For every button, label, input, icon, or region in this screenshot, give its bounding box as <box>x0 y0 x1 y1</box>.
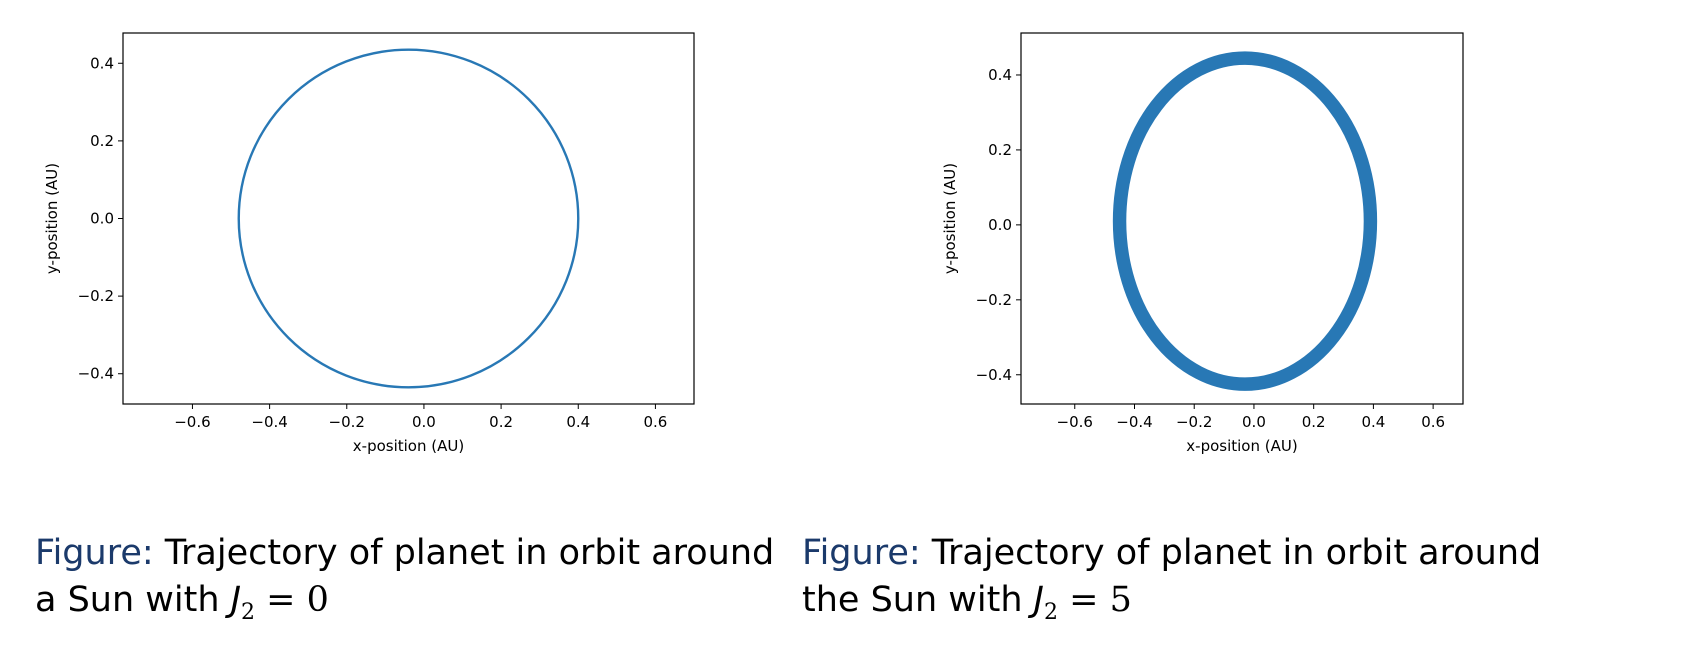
axes-frame <box>1020 32 1464 405</box>
y-tick-label: 0.2 <box>90 132 114 150</box>
y-tick-label: 0.4 <box>90 54 114 72</box>
y-tick-label: 0.0 <box>988 216 1012 234</box>
caption-text: Trajectory of planet in orbit around <box>164 533 775 573</box>
caption-left: Figure: Trajectory of planet in orbit ar… <box>35 530 825 636</box>
caption-right: Figure: Trajectory of planet in orbit ar… <box>802 530 1592 636</box>
y-axis-label: y-position (AU) <box>43 163 61 274</box>
math-equation: = 5 <box>1069 580 1132 620</box>
math-subscript: 2 <box>241 600 256 625</box>
x-tick-label: −0.4 <box>251 413 287 431</box>
orbit-trajectory <box>1112 51 1378 391</box>
math-symbol: J <box>1033 580 1044 620</box>
orbit-trajectory <box>237 48 580 389</box>
x-tick-label: −0.2 <box>1176 413 1212 431</box>
y-tick-label: −0.4 <box>78 365 114 383</box>
y-tick-label: 0.0 <box>90 210 114 228</box>
plot-panel-right: −0.6 −0.4 −0.2 0.0 0.2 0.4 0.6 −0.4 −0.2 0.0 0.2 0.… <box>842 0 1685 470</box>
orbit-line <box>1112 51 1378 391</box>
x-tick-label: 0.6 <box>1421 413 1445 431</box>
caption-label: Figure: <box>802 533 921 573</box>
x-tick-label: 0.0 <box>1242 413 1266 431</box>
y-tick-label: −0.2 <box>976 291 1012 309</box>
x-tick-label: −0.6 <box>174 413 210 431</box>
x-axis-label: x-position (AU) <box>353 437 464 455</box>
orbit-chart-j2-0: −0.6 −0.4 −0.2 0.0 0.2 0.4 0.6 −0.4 −0.2 0.0 0.2 0.… <box>43 32 695 455</box>
x-tick-label: −0.2 <box>329 413 365 431</box>
y-axis-label: y-position (AU) <box>941 163 959 274</box>
y-tick-label: 0.4 <box>988 66 1012 84</box>
x-tick-label: 0.0 <box>412 413 436 431</box>
x-tick-label: 0.4 <box>566 413 590 431</box>
y-tick-label: 0.2 <box>988 141 1012 159</box>
x-tick-label: 0.2 <box>1302 413 1326 431</box>
caption-math: J2 = 0 <box>230 580 329 625</box>
x-tick-label: 0.6 <box>643 413 667 431</box>
orbit-line <box>237 48 580 389</box>
y-tick-label: −0.2 <box>78 287 114 305</box>
caption-text-line2: the Sun with <box>802 580 1023 620</box>
x-tick-label: 0.2 <box>489 413 513 431</box>
caption-math: J2 = 5 <box>1033 580 1132 625</box>
orbit-chart-j2-5: −0.6 −0.4 −0.2 0.0 0.2 0.4 0.6 −0.4 −0.2 0.0 0.2 0.… <box>941 32 1464 455</box>
x-tick-label: −0.4 <box>1116 413 1152 431</box>
x-tick-label: −0.6 <box>1057 413 1093 431</box>
plot-panel-left: −0.6 −0.4 −0.2 0.0 0.2 0.4 0.6 −0.4 −0.2 0.0 0.2 0.… <box>0 0 842 470</box>
y-tick-label: −0.4 <box>976 366 1012 384</box>
x-tick-label: 0.4 <box>1361 413 1385 431</box>
math-symbol: J <box>230 580 242 620</box>
caption-text: Trajectory of planet in orbit around <box>931 533 1542 573</box>
axes-frame <box>122 32 695 405</box>
x-axis-label: x-position (AU) <box>1186 437 1297 455</box>
caption-text-line2: a Sun with <box>35 580 220 620</box>
caption-label: Figure: <box>35 533 154 573</box>
math-subscript: 2 <box>1044 600 1058 625</box>
math-equation: = 0 <box>266 580 329 620</box>
